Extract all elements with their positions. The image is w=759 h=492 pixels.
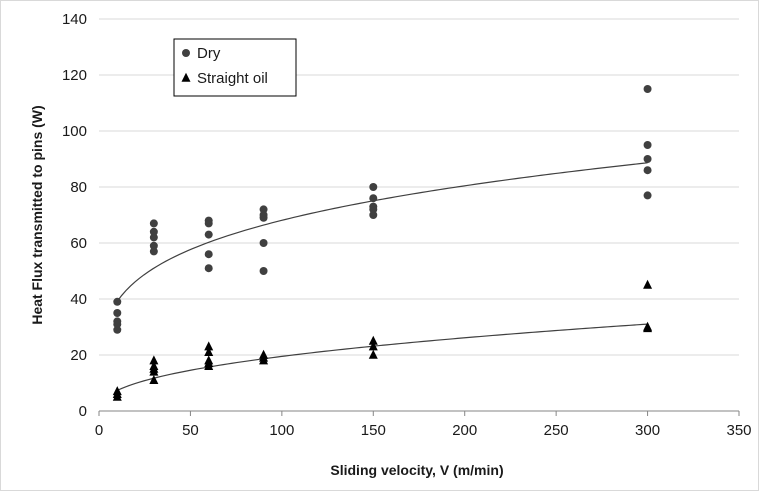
dry-point xyxy=(149,227,158,236)
trendline-dry xyxy=(116,162,648,302)
trendlines xyxy=(116,162,648,391)
dry-point xyxy=(204,250,213,259)
dry-point xyxy=(369,183,378,191)
straight-oil-point xyxy=(368,335,378,345)
dry-point xyxy=(149,247,158,256)
y-tick-label: 100 xyxy=(62,123,87,140)
straight-oil-point xyxy=(112,391,122,401)
x-tick-label: 200 xyxy=(452,422,477,439)
dry-point xyxy=(643,141,652,149)
straight-oil-point xyxy=(259,355,269,365)
dry-point xyxy=(369,194,378,203)
y-tick-label: 20 xyxy=(70,347,87,364)
x-tick-label: 100 xyxy=(269,422,294,439)
legend-marker-dry xyxy=(182,49,190,57)
dry-point xyxy=(113,325,122,334)
dry-point xyxy=(113,297,122,306)
trendline-straight-oil xyxy=(117,323,648,391)
legend-label-dry: Dry xyxy=(197,45,221,62)
straight-oil-point xyxy=(204,341,214,351)
y-tick-label: 120 xyxy=(62,67,87,84)
legend-label-straight-oil: Straight oil xyxy=(197,70,268,87)
dry-point xyxy=(259,267,268,275)
straight-oil-point xyxy=(204,346,214,356)
dry-point xyxy=(113,309,122,317)
dry-point xyxy=(204,230,213,239)
dry-point xyxy=(369,211,378,219)
straight-oil-point xyxy=(643,323,653,333)
dry-point xyxy=(149,233,158,242)
y-tick-label: 140 xyxy=(62,11,87,28)
dry-point xyxy=(643,191,652,200)
straight-oil-point xyxy=(643,279,653,289)
y-tick-label: 60 xyxy=(70,235,87,252)
legend: Dry Straight oil xyxy=(173,38,297,97)
axes: 0 20 40 60 80 100 120 140 0 50 100 150 200 250 300 350 xyxy=(62,11,752,439)
y-tick-label: 80 xyxy=(70,179,87,196)
x-axis-title: Sliding velocity, V (m/min) xyxy=(330,462,503,478)
dry-point xyxy=(113,320,122,329)
straight-oil-point xyxy=(149,374,159,384)
dry-point xyxy=(149,241,158,250)
y-tick-label: 0 xyxy=(79,403,87,420)
dry-point xyxy=(259,213,268,222)
legend-box xyxy=(173,38,297,97)
x-tick-label: 300 xyxy=(635,422,660,439)
dry-point xyxy=(149,219,158,228)
straight-oil-point xyxy=(368,341,378,351)
straight-oil-point xyxy=(368,349,378,359)
dry-point xyxy=(369,205,378,214)
x-tick-label: 250 xyxy=(544,422,569,439)
dry-point xyxy=(643,166,652,175)
x-tick-label: 150 xyxy=(361,422,386,439)
dry-point xyxy=(643,85,652,93)
straight-oil-point xyxy=(149,366,159,376)
y-axis-title: Heat Flux transmitted to pins (W) xyxy=(29,105,45,324)
x-tick-label: 50 xyxy=(182,422,199,439)
straight-oil-point xyxy=(149,355,159,365)
dry-point xyxy=(259,205,268,214)
legend-marker-straight-oil xyxy=(181,72,191,82)
data-points xyxy=(112,85,653,401)
x-tick-label: 0 xyxy=(95,422,103,439)
dry-point xyxy=(643,155,652,163)
dry-point xyxy=(204,219,213,228)
dry-point xyxy=(259,239,268,247)
y-tick-label: 40 xyxy=(70,291,87,308)
straight-oil-point xyxy=(204,360,214,370)
x-tick-label: 350 xyxy=(726,422,751,439)
dry-point xyxy=(204,264,213,273)
